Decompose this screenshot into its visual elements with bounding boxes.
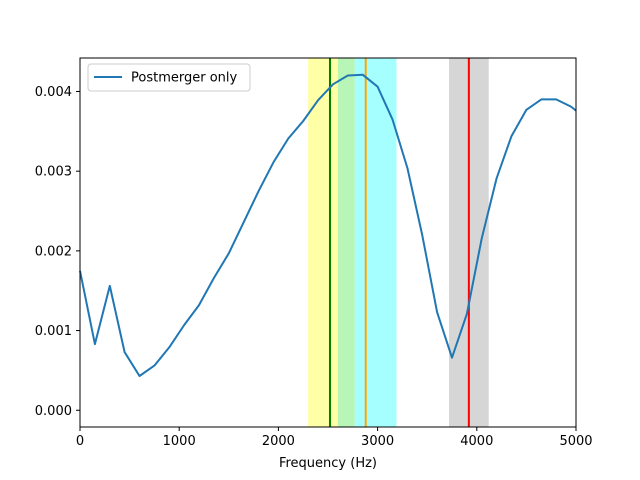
- shaded-band-0: [308, 58, 338, 427]
- y-tick-label: 0.003: [35, 165, 72, 180]
- legend-box: [87, 63, 251, 92]
- shaded-band-2: [354, 58, 397, 427]
- legend: Postmerger only: [87, 63, 251, 92]
- series-layer: [79, 73, 577, 377]
- legend-label: Postmerger only: [131, 71, 238, 86]
- x-axis-label: Frequency (Hz): [279, 456, 377, 471]
- plot-frame: [79, 57, 577, 428]
- shaded-bands: [308, 58, 489, 427]
- x-axis: 0 1000 2000 3000 4000 5000: [76, 427, 593, 449]
- x-tick-label: 1000: [163, 434, 196, 449]
- y-tick-label: 0.002: [35, 244, 72, 259]
- y-axis: 0.000 0.001 0.002 0.003 0.004: [35, 85, 80, 419]
- shaded-band-1: [337, 58, 355, 427]
- y-tick-label: 0.001: [35, 324, 72, 339]
- y-tick-label: 0.004: [35, 85, 72, 100]
- x-tick-label: 3000: [361, 434, 394, 449]
- x-tick-label: 4000: [460, 434, 493, 449]
- x-tick-label: 2000: [262, 434, 295, 449]
- series-line-0: [79, 73, 577, 377]
- vertical-markers: [328, 58, 470, 427]
- x-tick-label: 0: [76, 434, 84, 449]
- y-tick-label: 0.000: [35, 404, 72, 419]
- x-tick-label: 5000: [559, 434, 592, 449]
